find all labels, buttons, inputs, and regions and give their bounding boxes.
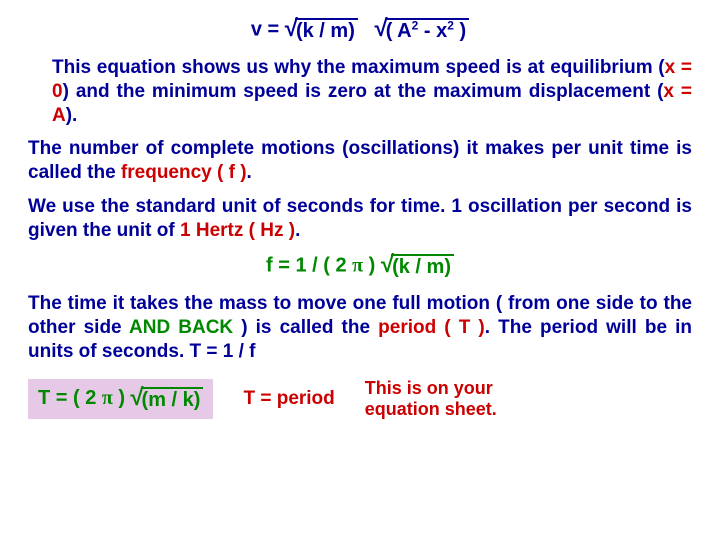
and-back: AND BACK [129, 317, 233, 338]
para-frequency: The number of complete motions (oscillat… [28, 137, 692, 185]
equation-period-box: T = ( 2 π ) √(m / k) [28, 379, 213, 419]
term-hertz: 1 Hertz ( Hz ) [180, 220, 295, 241]
slide-content: v = √(k / m) √( A2 - x2 ) This equation … [0, 0, 720, 433]
eq-lhs: v = [251, 18, 279, 40]
sqrt-1: √(k / m) [285, 16, 358, 44]
equation-sheet-note: This is on your equation sheet. [365, 378, 497, 421]
para-hertz: We use the standard unit of seconds for … [28, 195, 692, 243]
term-frequency: frequency ( f ) [121, 162, 247, 183]
eq2-lhs: f = 1 / ( 2 π ) [266, 255, 375, 277]
para-explain: This equation shows us why the maximum s… [52, 56, 692, 127]
term-period: period ( T ) [378, 317, 485, 338]
equation-velocity: v = √(k / m) √( A2 - x2 ) [28, 16, 692, 44]
sqrt-2: √( A2 - x2 ) [375, 16, 470, 44]
t-period-label: T = period [243, 388, 334, 410]
para-period: The time it takes the mass to move one f… [28, 292, 692, 363]
equation-frequency: f = 1 / ( 2 π ) √(k / m) [28, 252, 692, 280]
eq3-lhs: T = ( 2 π ) [38, 387, 125, 409]
sqrt-3: √(k / m) [381, 252, 454, 280]
bottom-row: T = ( 2 π ) √(m / k) T = period This is … [28, 378, 692, 421]
sqrt-4: √(m / k) [130, 385, 203, 413]
